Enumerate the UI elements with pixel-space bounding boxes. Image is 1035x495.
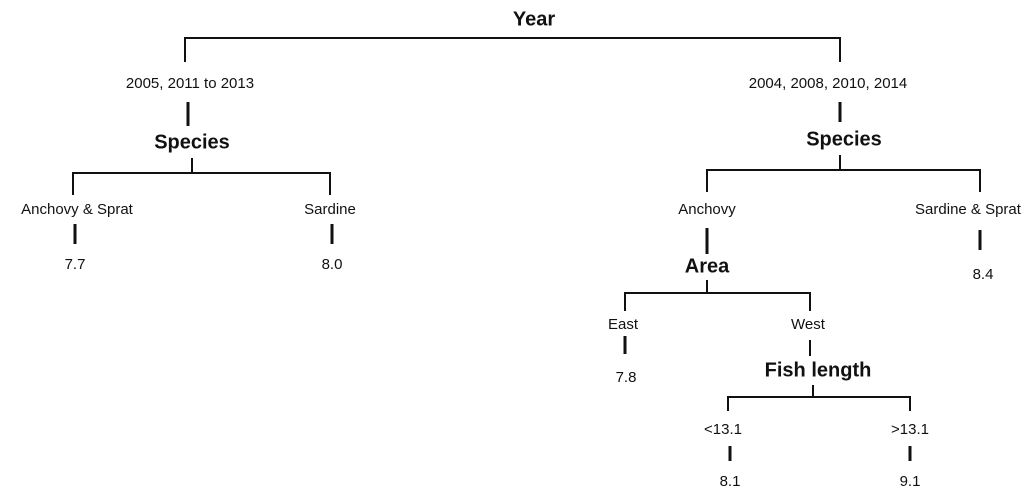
branch-label: >13.1 (891, 421, 929, 438)
leaf-value: 8.0 (322, 256, 343, 273)
split-label: Species (806, 128, 882, 150)
branch-label: East (608, 316, 639, 333)
branch-label: Sardine & Sprat (915, 201, 1022, 218)
leaf-value: 8.4 (973, 266, 994, 283)
leaf-value: 9.1 (900, 473, 921, 490)
leaf-value: 7.7 (65, 256, 86, 273)
tree-lines (72, 37, 982, 461)
split-label: Area (685, 255, 730, 277)
branch-label: 2005, 2011 to 2013 (126, 75, 254, 92)
branch-label: 2004, 2008, 2010, 2014 (749, 75, 907, 92)
split-label: Species (154, 131, 230, 153)
split-label: Year (513, 8, 555, 30)
split-label: Fish length (765, 359, 872, 381)
branch-label: West (791, 316, 826, 333)
branch-label: Anchovy & Sprat (21, 201, 134, 218)
leaf-value: 7.8 (616, 369, 637, 386)
branch-label: <13.1 (704, 421, 742, 438)
branch-label: Anchovy (678, 201, 736, 218)
leaf-value: 8.1 (720, 473, 741, 490)
branch-label: Sardine (304, 201, 356, 218)
